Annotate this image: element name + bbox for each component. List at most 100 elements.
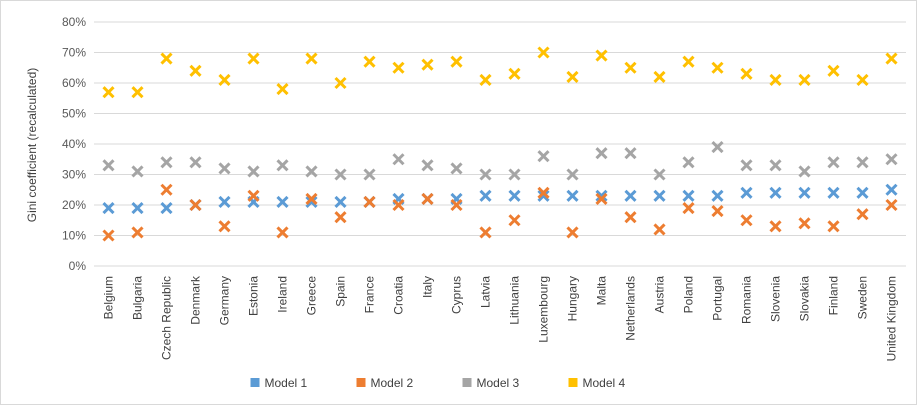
data-point-model-1: [740, 186, 753, 199]
data-point-model-3: [218, 162, 231, 175]
data-point-model-4: [595, 49, 608, 62]
y-tick-label: 50%: [62, 107, 86, 121]
data-point-model-2: [653, 223, 666, 236]
data-point-model-4: [218, 73, 231, 87]
y-axis-title: Gini coefficient (recalculated): [25, 68, 39, 223]
data-point-model-3: [421, 159, 434, 172]
data-point-model-4: [566, 70, 579, 83]
data-point-model-3: [160, 156, 173, 169]
data-point-model-3: [334, 168, 347, 181]
y-tick-label: 40%: [62, 137, 86, 151]
data-point-model-4: [247, 52, 260, 65]
data-point-model-2: [682, 201, 695, 215]
category-label: Poland: [682, 276, 696, 313]
data-point-model-1: [160, 201, 173, 215]
data-markers: [102, 46, 898, 242]
category-label: France: [363, 276, 377, 314]
data-point-model-4: [798, 73, 811, 87]
data-point-model-2: [276, 226, 289, 239]
legend-label: Model 3: [477, 376, 520, 390]
legend-swatch: [462, 378, 472, 387]
data-point-model-2: [885, 198, 898, 212]
data-point-model-1: [508, 189, 521, 202]
data-point-model-3: [247, 165, 260, 178]
data-point-model-4: [450, 55, 463, 68]
data-point-model-4: [711, 61, 724, 74]
data-point-model-1: [218, 195, 231, 209]
data-point-model-2: [827, 220, 840, 233]
data-point-model-2: [856, 208, 869, 221]
data-point-model-3: [740, 159, 753, 172]
category-label: Latvia: [479, 276, 493, 308]
data-point-model-1: [653, 189, 666, 202]
category-label: Lithuania: [508, 276, 522, 325]
data-point-model-4: [131, 86, 144, 99]
data-point-model-4: [160, 52, 173, 65]
data-point-model-3: [450, 162, 463, 175]
data-point-model-1: [131, 201, 144, 215]
category-label: Austria: [653, 276, 667, 314]
data-point-model-4: [102, 86, 115, 99]
data-point-model-3: [682, 156, 695, 169]
category-label: United Kingdom: [885, 276, 899, 361]
data-point-model-3: [537, 150, 550, 163]
data-point-model-4: [682, 55, 695, 68]
y-axis-ticks: 0% 10% 20% 30% 40% 50% 60% 70% 80%: [62, 15, 86, 273]
data-point-model-1: [102, 201, 115, 215]
data-point-model-3: [711, 140, 724, 154]
data-point-model-1: [769, 186, 782, 199]
data-point-model-3: [479, 168, 492, 181]
legend-label: Model 1: [265, 376, 308, 390]
data-point-model-2: [769, 220, 782, 233]
data-point-model-4: [392, 61, 405, 74]
data-point-model-1: [479, 189, 492, 202]
data-point-model-1: [537, 189, 550, 202]
y-tick-label: 0%: [69, 259, 87, 273]
data-point-model-4: [334, 76, 347, 90]
data-point-model-2: [508, 214, 521, 227]
category-label: Bulgaria: [131, 276, 145, 320]
data-point-model-1: [595, 189, 608, 202]
data-point-model-3: [508, 168, 521, 181]
data-point-model-3: [856, 156, 869, 169]
category-label: Portugal: [711, 276, 725, 321]
data-point-model-2: [624, 211, 637, 224]
data-point-model-3: [189, 156, 202, 169]
data-point-model-1: [856, 186, 869, 199]
data-point-model-2: [102, 229, 115, 242]
data-point-model-3: [131, 165, 144, 178]
data-point-model-3: [653, 168, 666, 181]
data-point-model-1: [885, 183, 898, 196]
data-point-model-1: [682, 189, 695, 202]
data-point-model-2: [305, 192, 318, 205]
data-point-model-4: [421, 58, 434, 71]
data-point-model-2: [450, 198, 463, 212]
category-label: Finland: [827, 276, 841, 315]
category-label: Spain: [334, 276, 348, 307]
data-point-model-1: [305, 195, 318, 209]
y-tick-label: 60%: [62, 76, 86, 90]
category-label: Denmark: [189, 275, 203, 325]
data-point-model-2: [247, 189, 260, 202]
data-point-model-1: [334, 195, 347, 209]
data-point-model-4: [189, 64, 202, 77]
category-label: Hungary: [566, 276, 580, 321]
data-point-model-3: [102, 159, 115, 172]
data-point-model-3: [769, 159, 782, 172]
data-point-model-3: [305, 165, 318, 178]
data-point-model-2: [392, 198, 405, 212]
category-label: Sweden: [856, 276, 870, 319]
data-point-model-3: [885, 153, 898, 166]
data-point-model-4: [537, 46, 550, 59]
gridlines: [94, 21, 906, 267]
data-point-model-2: [537, 186, 550, 199]
category-label: Ireland: [276, 276, 290, 313]
y-tick-label: 30%: [62, 168, 86, 182]
data-point-model-1: [711, 189, 724, 202]
data-point-model-2: [334, 211, 347, 224]
data-point-model-2: [479, 226, 492, 239]
legend-swatch: [568, 378, 578, 387]
category-label: Greece: [305, 276, 319, 316]
